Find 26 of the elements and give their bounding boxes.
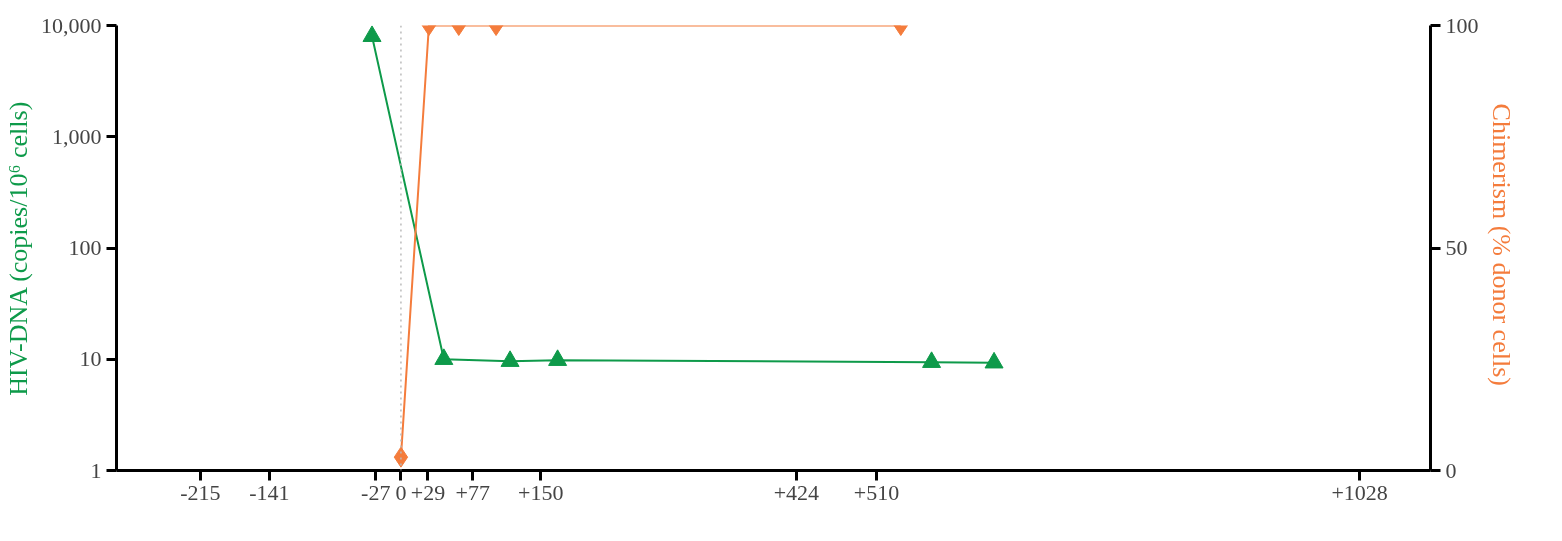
point	[362, 25, 382, 42]
y-tick-label: 1	[90, 457, 102, 483]
x-tick-label: +150	[518, 479, 564, 505]
point	[500, 350, 520, 367]
y2-tick-label: 100	[1445, 12, 1479, 38]
y-axis-title: HIV-DNA (copies/10⁶ cells)	[4, 101, 33, 396]
y-tick-label: 1,000	[52, 123, 102, 149]
point	[548, 349, 568, 366]
x-tick-label: -27	[361, 479, 391, 505]
x-tick-label: -141	[249, 479, 290, 505]
x-tick-label: +29	[410, 479, 446, 505]
y2-tick-label: 0	[1445, 457, 1457, 483]
y2-axis-title: Chimerism (% donor cells)	[1486, 103, 1516, 386]
y-tick-label: 10	[79, 346, 102, 372]
x-tick-label: -215	[180, 479, 221, 505]
point	[434, 348, 454, 365]
point	[984, 351, 1004, 369]
x-tick-label: +77	[455, 479, 490, 505]
y-tick-label: 10,000	[41, 12, 102, 38]
point	[922, 351, 942, 368]
x-tick-label: +424	[773, 479, 820, 505]
x-tick-label: 0	[395, 479, 407, 505]
y-tick-label: 100	[68, 235, 102, 260]
x-tick-label: +1028	[1331, 479, 1388, 505]
y2-tick-label: 50	[1445, 235, 1468, 260]
x-tick-label: +510	[853, 479, 900, 505]
